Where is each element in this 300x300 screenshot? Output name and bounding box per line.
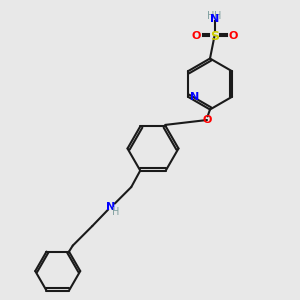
Text: S: S [210, 29, 219, 43]
Text: H: H [207, 11, 214, 22]
Text: O: O [202, 115, 212, 125]
Text: H: H [214, 11, 222, 22]
Text: O: O [191, 31, 200, 41]
Text: N: N [190, 92, 199, 102]
Text: N: N [210, 14, 219, 25]
Text: H: H [112, 207, 119, 217]
Text: O: O [229, 31, 238, 41]
Text: N: N [106, 202, 115, 212]
